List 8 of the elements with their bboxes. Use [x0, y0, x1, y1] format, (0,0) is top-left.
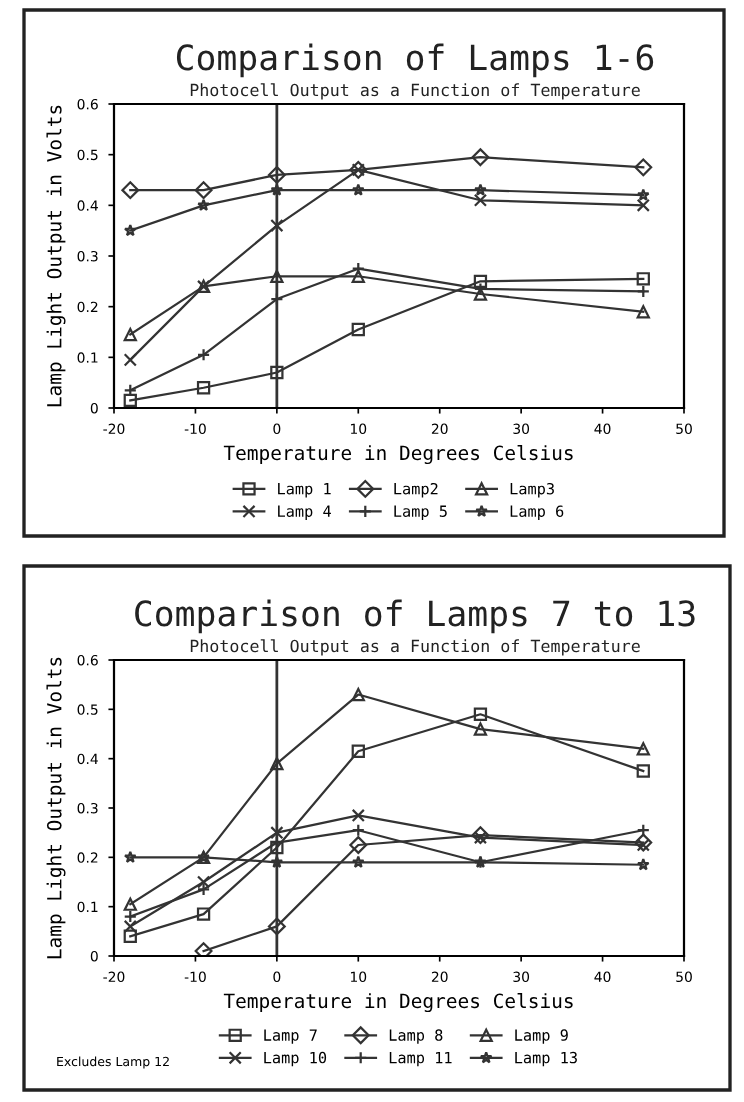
- chart-subtitle: Photocell Output as a Function of Temperature: [190, 639, 640, 656]
- chart-subtitle: Photocell Output as a Function of Temperature: [190, 83, 640, 100]
- x-axis-title: Temperature in Degrees Celsius: [223, 993, 573, 1013]
- y-axis-title: Lamp Light Output in Volts: [46, 657, 66, 959]
- chart-title: Comparison of Lamps 1-6: [176, 43, 654, 78]
- y-axis-title: Lamp Light Output in Volts: [46, 105, 66, 407]
- chart-title: Comparison of Lamps 7 to 13: [135, 599, 695, 634]
- x-axis-title: Temperature in Degrees Celsius: [223, 445, 573, 465]
